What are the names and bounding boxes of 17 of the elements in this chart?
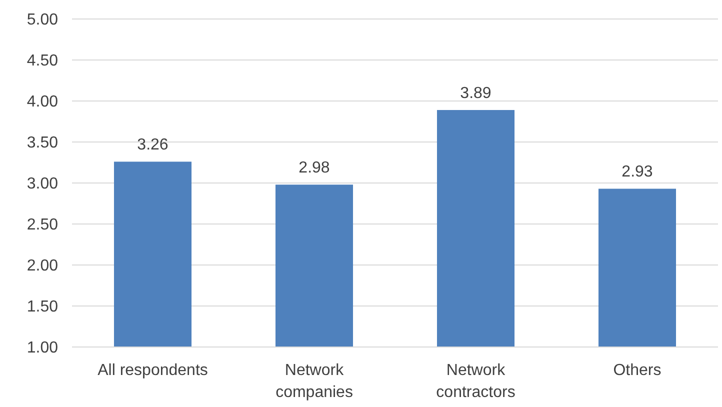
data-label: 2.93	[622, 164, 653, 181]
data-label: 2.98	[298, 160, 330, 177]
y-tick-label: 2.00	[26, 258, 58, 275]
x-tick-label: Others	[613, 362, 662, 379]
y-tick-label: 5.00	[26, 12, 58, 29]
x-tick-label: All respondents	[98, 362, 208, 379]
x-tick-label: Network companies	[276, 362, 353, 401]
y-tick-label: 3.50	[26, 134, 58, 152]
x-tick-label: Network contractors	[436, 362, 516, 401]
y-tick-label: 2.50	[26, 216, 58, 234]
y-tick-label: 4.50	[26, 52, 58, 70]
y-tick-label: 4.00	[26, 94, 58, 111]
y-tick-label: 1.50	[26, 298, 58, 316]
y-tick-label: 1.00	[26, 340, 58, 357]
data-label: 3.26	[137, 136, 168, 154]
data-label: 3.89	[460, 85, 492, 102]
y-tick-label: 3.00	[26, 176, 58, 193]
